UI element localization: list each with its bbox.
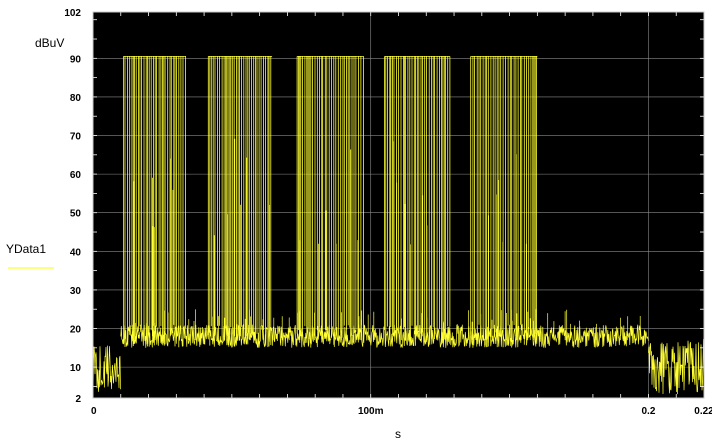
y-tick-label: 10 (70, 363, 82, 374)
noise-spikes (135, 309, 641, 341)
burst-trace (123, 56, 186, 348)
burst-partial-spikes (213, 138, 270, 337)
y-unit-label: dBuV (35, 36, 64, 50)
legend-entry-ydata1: YData1 (6, 242, 46, 256)
y-tick-label: 60 (70, 170, 82, 181)
y-tick-label: 90 (70, 54, 82, 65)
burst-partial-spikes (393, 141, 428, 337)
y-tick-labels: 2 10 20 30 40 50 60 70 80 90 102 (64, 8, 81, 405)
plot-frame (92, 11, 705, 399)
burst-trace (296, 56, 364, 348)
y-tick-label: 20 (70, 325, 82, 336)
y-tick-label: 40 (70, 247, 82, 258)
x-tick-label: 0.2 (642, 406, 656, 417)
burst-group (123, 56, 186, 348)
burst-partial-spikes (488, 154, 527, 337)
noise-trace-segment (120, 323, 649, 348)
y-tick-label: 80 (70, 93, 82, 104)
burst-partial-spikes (299, 149, 359, 337)
noise-trace-segment (648, 338, 705, 395)
y-tick-label: 70 (70, 132, 82, 143)
burst-group (470, 56, 538, 348)
x-tick-label: 100m (358, 406, 384, 417)
burst-group (296, 56, 364, 348)
frame-ticks (92, 11, 705, 399)
burst-group (207, 56, 273, 348)
burst-trace (207, 56, 273, 348)
burst-group (384, 56, 451, 346)
burst-partial-spikes (133, 158, 174, 337)
y-tick-label: 50 (70, 209, 82, 220)
x-tick-labels: 0 100m 0.2 0.22 (91, 406, 712, 417)
y-tick-label: 102 (64, 8, 81, 19)
y-tick-label: 2 (75, 394, 81, 405)
noise-trace-segment (92, 345, 121, 393)
x-tick-label: 0 (91, 406, 97, 417)
x-axis-label: s (395, 427, 401, 441)
x-tick-label: 0.22 (694, 406, 712, 417)
legend: YData1 (6, 242, 54, 269)
y-tick-label: 30 (70, 286, 82, 297)
trace-layer (92, 56, 705, 395)
